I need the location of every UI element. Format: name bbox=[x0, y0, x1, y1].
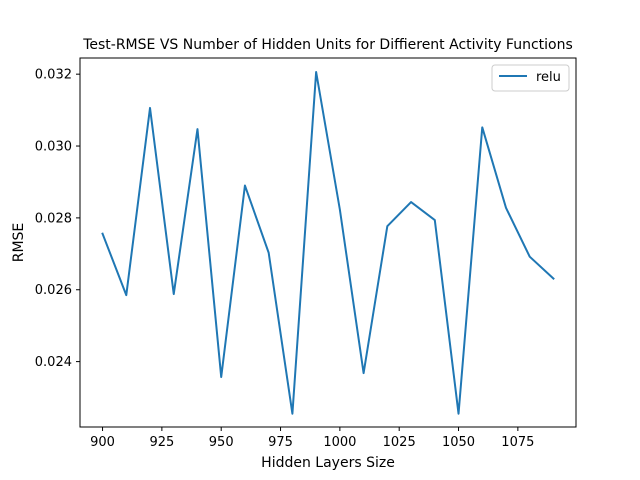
legend: relu bbox=[491, 64, 570, 92]
x-tick-label: 1050 bbox=[442, 435, 475, 450]
y-tick-label: 0.032 bbox=[35, 68, 72, 83]
y-tick-label: 0.030 bbox=[35, 140, 72, 155]
chart-title: Test-RMSE VS Number of Hidden Units for … bbox=[82, 37, 573, 53]
y-tick-label: 0.028 bbox=[35, 211, 72, 226]
x-axis-label: Hidden Layers Size bbox=[261, 455, 395, 471]
x-tick-label: 900 bbox=[90, 435, 115, 450]
plot-area bbox=[101, 71, 555, 415]
legend-label-relu: relu bbox=[536, 70, 561, 85]
y-axis-label: RMSE bbox=[11, 223, 27, 263]
x-tick-label: 975 bbox=[268, 435, 293, 450]
x-tick-label: 1025 bbox=[383, 435, 416, 450]
y-tick-label: 0.024 bbox=[35, 355, 72, 370]
series-line-relu bbox=[101, 71, 555, 415]
y-tick-label: 0.026 bbox=[35, 283, 72, 298]
x-tick-label: 1075 bbox=[501, 435, 534, 450]
x-tick-label: 1000 bbox=[323, 435, 356, 450]
axis-ticks: 900 925 950 975 1000 1025 1050 1075 0.024 0.026 0.… bbox=[35, 68, 535, 450]
plot-frame bbox=[79, 57, 577, 428]
x-tick-label: 950 bbox=[209, 435, 234, 450]
x-tick-label: 925 bbox=[149, 435, 174, 450]
legend-box bbox=[491, 64, 570, 92]
